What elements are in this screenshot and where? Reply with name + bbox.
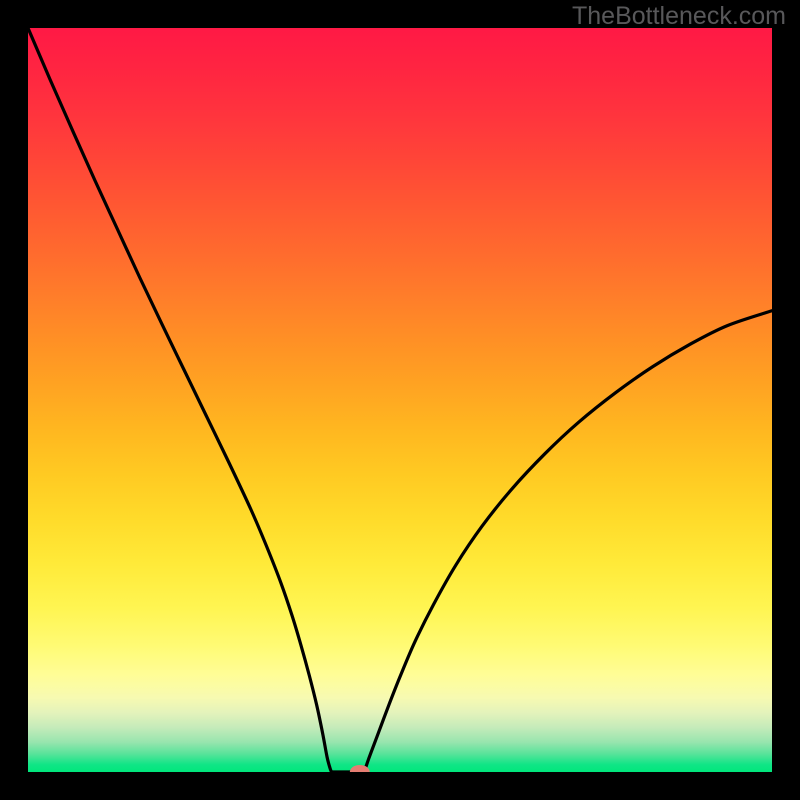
bottleneck-curve (28, 28, 772, 772)
figure-frame: TheBottleneck.com (0, 0, 800, 800)
gradient-background (28, 28, 772, 772)
minimum-marker (350, 765, 370, 772)
watermark-text: TheBottleneck.com (572, 2, 786, 31)
plot-area (28, 28, 772, 772)
